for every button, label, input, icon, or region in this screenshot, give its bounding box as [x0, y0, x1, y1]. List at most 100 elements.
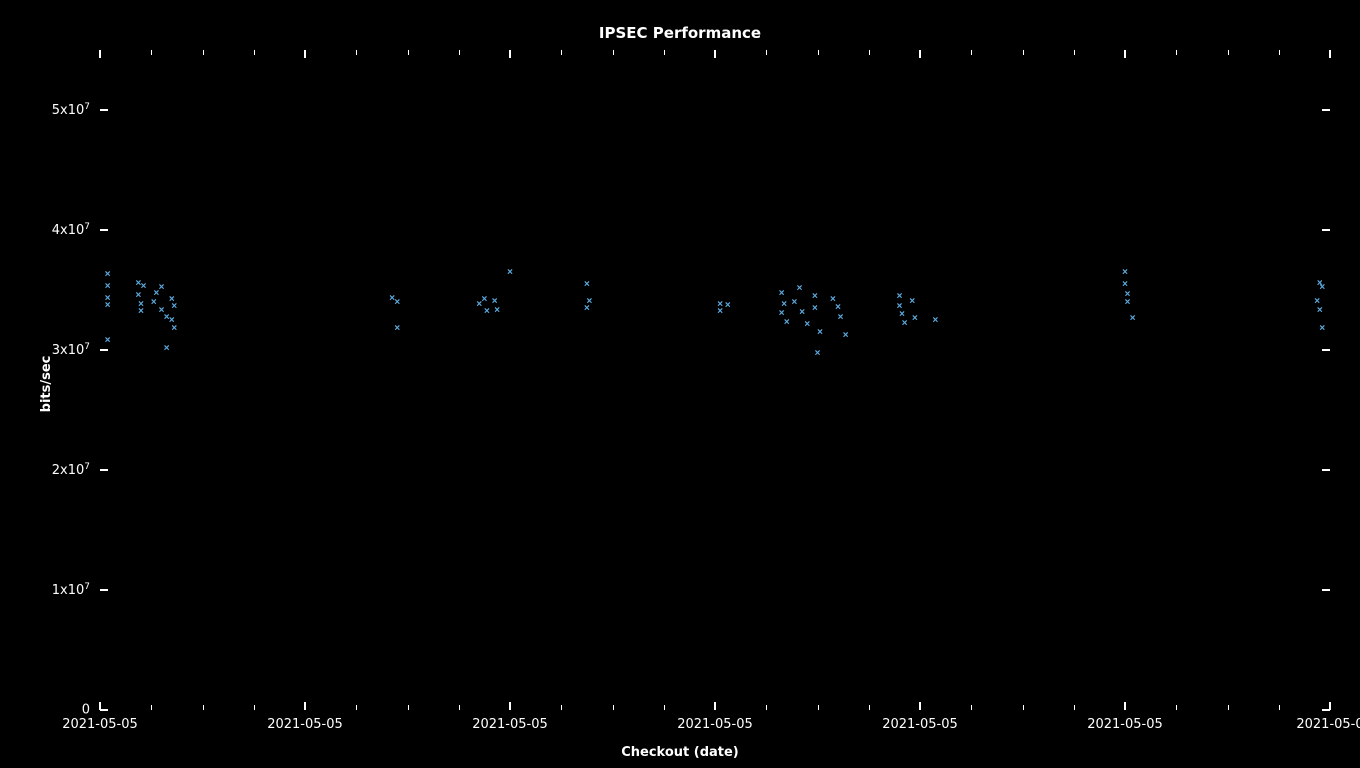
xtick-mark — [1124, 702, 1126, 710]
xminor-mark — [664, 50, 665, 55]
xminor-mark — [356, 50, 357, 55]
ytick-mark — [1322, 349, 1330, 351]
data-point: × — [138, 301, 144, 311]
data-point: × — [804, 321, 810, 331]
xminor-mark — [203, 705, 204, 710]
data-point: × — [1317, 307, 1323, 317]
data-point: × — [779, 310, 785, 320]
data-point: × — [171, 303, 177, 313]
xtick-mark — [99, 702, 101, 710]
ytick-label: 5x107 — [52, 103, 90, 117]
xtick-label: 2021-05-05 — [267, 718, 343, 731]
data-point: × — [1130, 315, 1136, 325]
data-point: × — [169, 296, 175, 306]
data-point: × — [105, 337, 111, 347]
xminor-mark — [869, 705, 870, 710]
data-point: × — [1314, 298, 1320, 308]
xminor-mark — [1279, 705, 1280, 710]
data-point: × — [838, 314, 844, 324]
data-point: × — [932, 317, 938, 327]
data-point: × — [797, 285, 803, 295]
chart-title: IPSEC Performance — [0, 24, 1360, 42]
xminor-mark — [766, 705, 767, 710]
xtick-mark — [714, 50, 716, 58]
data-point: × — [909, 298, 915, 308]
xtick-mark — [509, 50, 511, 58]
data-point: × — [1125, 299, 1131, 309]
xminor-mark — [664, 705, 665, 710]
data-point: × — [791, 299, 797, 309]
xminor-mark — [561, 50, 562, 55]
data-point: × — [105, 295, 111, 305]
data-point: × — [158, 307, 164, 317]
data-point: × — [1125, 291, 1131, 301]
ytick-label: 4x107 — [52, 223, 90, 237]
xminor-mark — [151, 50, 152, 55]
data-point: × — [164, 314, 170, 324]
data-point: × — [394, 299, 400, 309]
xminor-mark — [459, 705, 460, 710]
xminor-mark — [561, 705, 562, 710]
data-point: × — [784, 319, 790, 329]
xminor-mark — [766, 50, 767, 55]
data-point: × — [484, 308, 490, 318]
data-point: × — [494, 307, 500, 317]
ytick-mark — [1322, 469, 1330, 471]
ytick-label: 0 — [82, 704, 90, 717]
data-point: × — [481, 296, 487, 306]
xminor-mark — [1176, 705, 1177, 710]
data-point: × — [135, 280, 141, 290]
data-point: × — [476, 301, 482, 311]
xminor-mark — [151, 705, 152, 710]
xtick-mark — [304, 50, 306, 58]
data-point: × — [912, 315, 918, 325]
xtick-mark — [1124, 50, 1126, 58]
data-point: × — [507, 269, 513, 279]
xminor-mark — [818, 50, 819, 55]
xminor-mark — [818, 705, 819, 710]
data-point: × — [584, 305, 590, 315]
data-point: × — [141, 283, 147, 293]
xminor-mark — [408, 705, 409, 710]
ytick-label: 3x107 — [52, 343, 90, 357]
ytick-mark — [1322, 229, 1330, 231]
xminor-mark — [1228, 50, 1229, 55]
xtick-mark — [1329, 702, 1331, 710]
xtick-mark — [304, 702, 306, 710]
data-point: × — [1317, 280, 1323, 290]
data-point: × — [830, 296, 836, 306]
xtick-label: 2021-05-0 — [1296, 718, 1360, 731]
xminor-mark — [1279, 50, 1280, 55]
ytick-mark — [100, 709, 108, 711]
data-point: × — [171, 325, 177, 335]
data-point: × — [814, 350, 820, 360]
data-point: × — [725, 302, 731, 312]
data-point: × — [812, 293, 818, 303]
data-point: × — [135, 292, 141, 302]
data-point: × — [158, 284, 164, 294]
data-point: × — [717, 301, 723, 311]
xtick-mark — [919, 702, 921, 710]
xtick-label: 2021-05-05 — [62, 718, 138, 731]
data-point: × — [105, 283, 111, 293]
xtick-mark — [1329, 50, 1331, 58]
ytick-mark — [100, 589, 108, 591]
data-point: × — [164, 345, 170, 355]
data-point: × — [492, 298, 498, 308]
xtick-mark — [509, 702, 511, 710]
data-point: × — [812, 305, 818, 315]
data-point: × — [151, 299, 157, 309]
data-point: × — [781, 301, 787, 311]
xminor-mark — [408, 50, 409, 55]
data-point: × — [1122, 281, 1128, 291]
ytick-mark — [100, 109, 108, 111]
xtick-label: 2021-05-05 — [1087, 718, 1163, 731]
data-point: × — [835, 304, 841, 314]
xminor-mark — [613, 50, 614, 55]
data-point: × — [1319, 325, 1325, 335]
xtick-label: 2021-05-05 — [472, 718, 548, 731]
x-axis-label: Checkout (date) — [0, 745, 1360, 760]
data-point: × — [717, 308, 723, 318]
xtick-label: 2021-05-05 — [882, 718, 958, 731]
data-point: × — [843, 332, 849, 342]
